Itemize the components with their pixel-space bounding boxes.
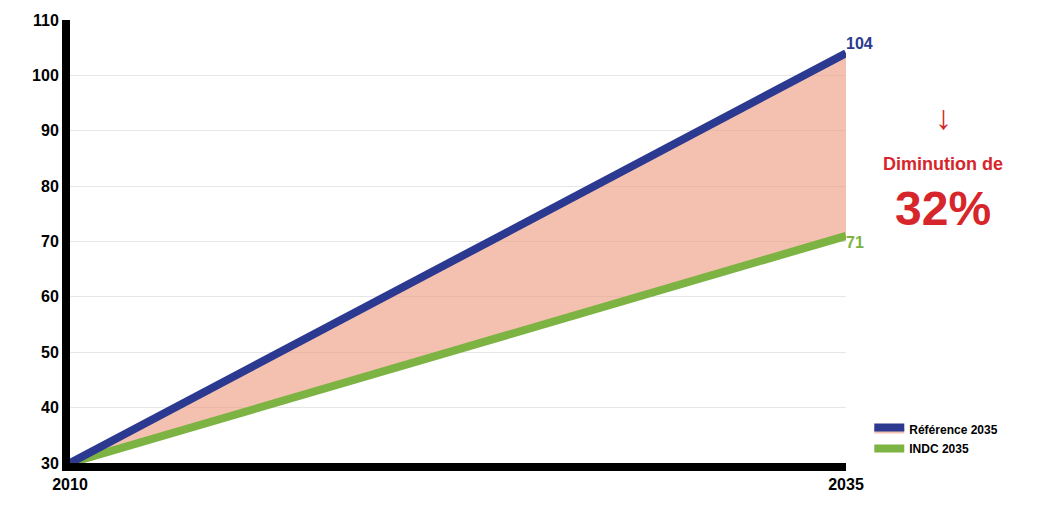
svg-text:INDC 2035: INDC 2035 — [909, 442, 969, 456]
svg-text:Diminution de: Diminution de — [883, 154, 1003, 174]
svg-text:Référence 2035: Référence 2035 — [909, 423, 997, 437]
svg-text:104: 104 — [846, 35, 873, 52]
svg-text:40: 40 — [41, 399, 59, 416]
svg-text:80: 80 — [41, 178, 59, 195]
svg-text:90: 90 — [41, 122, 59, 139]
svg-text:110: 110 — [33, 12, 59, 29]
svg-text:60: 60 — [41, 288, 59, 305]
svg-text:50: 50 — [41, 344, 59, 361]
svg-text:↓: ↓ — [935, 98, 952, 136]
svg-text:32%: 32% — [895, 182, 991, 235]
svg-text:71: 71 — [846, 234, 864, 251]
svg-text:30: 30 — [41, 455, 59, 472]
svg-text:100: 100 — [32, 67, 59, 84]
svg-text:70: 70 — [41, 233, 59, 250]
svg-text:2035: 2035 — [828, 476, 864, 493]
svg-text:2010: 2010 — [52, 476, 88, 493]
